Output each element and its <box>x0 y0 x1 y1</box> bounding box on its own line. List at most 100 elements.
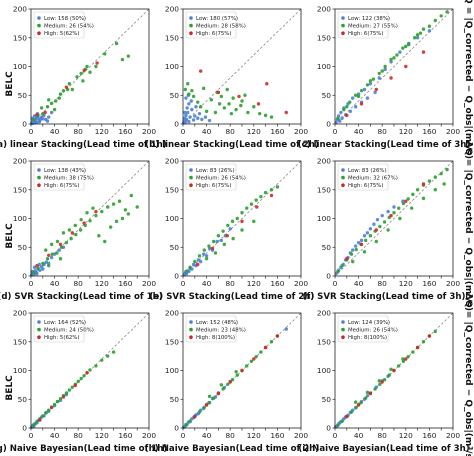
legend-marker <box>341 183 345 187</box>
legend-label: High: 5(62%) <box>44 31 80 37</box>
data-point <box>336 423 340 427</box>
data-point <box>191 94 196 99</box>
data-point <box>404 357 408 361</box>
y-tick-label: 200 <box>13 157 27 166</box>
x-tick-label: 80 <box>73 279 83 288</box>
x-tick-label: 0 <box>333 279 338 288</box>
y-tick-label: 0 <box>326 424 331 433</box>
data-point <box>188 265 192 270</box>
data-point <box>190 88 194 93</box>
series-3 <box>196 193 274 267</box>
data-point <box>188 419 192 423</box>
legend-label: High: 8(100%) <box>348 335 387 341</box>
data-point <box>186 110 190 115</box>
data-point <box>225 87 229 92</box>
data-point <box>49 242 54 247</box>
data-point <box>91 206 95 210</box>
y-tick-label: 200 <box>317 309 331 318</box>
data-point <box>111 202 116 206</box>
data-point <box>349 252 354 256</box>
legend-box <box>337 315 389 343</box>
data-point <box>240 368 244 373</box>
data-point <box>351 96 355 100</box>
x-tick-label: 40 <box>354 279 364 288</box>
data-point <box>377 71 381 76</box>
legend-marker <box>37 183 41 187</box>
data-point <box>49 405 54 409</box>
data-point <box>106 205 110 209</box>
data-point <box>196 116 200 120</box>
legend-marker <box>341 335 345 340</box>
data-point <box>427 334 432 338</box>
series-3 <box>193 334 280 419</box>
left-ylabel-row3: BELC <box>5 375 15 401</box>
x-tick-label: 80 <box>377 127 387 136</box>
data-point <box>75 75 79 79</box>
data-point <box>197 111 202 116</box>
data-point <box>433 18 437 23</box>
y-tick-label: 100 <box>317 62 331 71</box>
data-point <box>375 217 380 222</box>
y-tick-label: 150 <box>165 33 179 42</box>
data-point <box>407 41 411 46</box>
y-tick-label: 200 <box>165 5 179 14</box>
y-tick-label: 100 <box>165 214 179 223</box>
data-point <box>284 327 288 331</box>
data-point <box>354 405 358 409</box>
data-point <box>263 345 268 350</box>
data-point <box>47 408 51 412</box>
data-point <box>415 345 420 350</box>
data-point <box>120 216 125 221</box>
data-point <box>252 105 256 109</box>
data-point <box>359 401 363 405</box>
data-point <box>44 411 48 415</box>
data-point <box>183 110 187 115</box>
data-point <box>35 113 39 117</box>
data-point <box>336 116 340 120</box>
legend-marker <box>189 23 193 28</box>
data-point <box>368 79 373 83</box>
data-point <box>126 54 131 58</box>
data-point <box>41 414 45 418</box>
data-point <box>389 367 393 372</box>
data-point <box>204 403 209 407</box>
data-point <box>445 167 449 172</box>
data-point <box>421 340 426 344</box>
data-point <box>226 382 230 386</box>
chart-panel-3: 0 40 80 120 160 200 0 50 100 150 200 Low: 122 (38%)… <box>298 5 471 150</box>
panel-title: (g) Naive Bayesian(Lead time of 1h) <box>0 444 167 454</box>
data-point <box>229 111 234 116</box>
data-point <box>85 371 89 375</box>
x-tick-label: 160 <box>118 279 132 288</box>
data-point <box>254 355 258 359</box>
data-point <box>39 106 44 110</box>
legend-marker <box>189 16 193 20</box>
series-2 <box>32 193 139 275</box>
data-point <box>421 182 426 186</box>
chart-panel-2: 0 40 80 120 160 200 0 50 100 150 200 Low: 180 (57%)… <box>145 5 319 150</box>
data-point <box>59 245 64 249</box>
data-point <box>37 120 41 124</box>
data-point <box>339 110 343 115</box>
legend-label: High: 6(75%) <box>348 183 384 189</box>
data-point <box>47 253 51 257</box>
data-point <box>111 350 116 354</box>
data-point <box>213 110 218 115</box>
data-point <box>207 401 211 405</box>
data-point <box>353 400 358 404</box>
data-point <box>284 110 288 115</box>
panel-title: (d) SVR Stacking(Lead time of 1h) <box>0 292 163 302</box>
y-tick-label: 100 <box>165 366 179 375</box>
data-point <box>263 190 268 195</box>
x-tick-label: 200 <box>294 431 308 440</box>
data-point <box>67 228 72 232</box>
x-tick-label: 80 <box>73 127 83 136</box>
data-point <box>61 395 66 399</box>
y-tick-label: 150 <box>317 33 331 42</box>
legend-label: Low: 164 (52%) <box>44 320 86 326</box>
data-point <box>38 117 43 121</box>
series-3 <box>199 69 288 115</box>
data-point <box>50 252 54 256</box>
data-point <box>74 232 78 237</box>
data-point <box>216 234 221 238</box>
